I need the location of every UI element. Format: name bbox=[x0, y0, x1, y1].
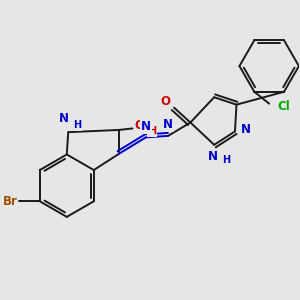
Text: Br: Br bbox=[3, 195, 17, 208]
Text: H: H bbox=[148, 126, 156, 136]
Text: H: H bbox=[222, 155, 230, 165]
Text: N: N bbox=[241, 123, 251, 136]
Text: N: N bbox=[59, 112, 69, 125]
Text: N: N bbox=[163, 118, 173, 131]
Text: Cl: Cl bbox=[278, 100, 290, 113]
Text: N: N bbox=[141, 120, 151, 133]
Text: O: O bbox=[160, 95, 170, 108]
Text: N: N bbox=[208, 150, 218, 163]
Text: H: H bbox=[73, 120, 81, 130]
Text: O: O bbox=[135, 119, 145, 132]
